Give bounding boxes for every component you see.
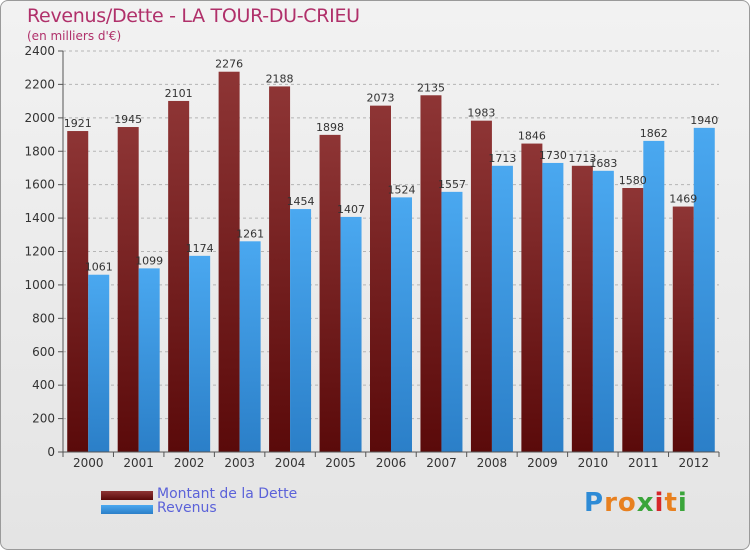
y-tick-label: 1600 [24,178,55,192]
dette-bar [319,134,341,452]
revenus-value-label: 1174 [186,242,214,255]
y-tick-label: 0 [47,445,55,459]
y-tick-label: 1200 [24,245,55,259]
dette-value-label: 2101 [165,87,193,100]
revenus-bar [643,140,665,452]
x-tick-label: 2007 [426,456,457,470]
logo-letter: P [584,488,605,518]
y-tick-label: 1400 [24,211,55,225]
x-tick-label: 2010 [578,456,609,470]
dette-value-label: 1469 [669,193,697,206]
dette-bar [521,143,543,453]
x-tick-label: 2011 [628,456,659,470]
revenus-bar [88,274,110,452]
dette-bar [571,165,593,452]
y-tick-label: 200 [32,412,55,426]
dette-bar [370,105,391,452]
revenus-value-label: 1940 [690,114,718,127]
logo-letter: o [617,488,637,518]
x-tick-label: 2004 [275,456,306,470]
x-tick-label: 2005 [325,456,356,470]
dette-bar [168,100,190,452]
y-tick-label: 600 [32,345,55,359]
x-tick-label: 2009 [527,456,558,470]
dette-bar [67,131,89,453]
chart-title: Revenus/Dette - LA TOUR-DU-CRIEU [27,5,360,27]
logo-letter: r [604,488,618,518]
dette-bar [470,120,492,452]
revenus-bar [290,209,312,452]
revenus-bar [138,268,160,452]
dette-value-label: 2073 [367,92,395,105]
revenus-value-label: 1524 [388,183,416,196]
revenus-bar [189,255,211,452]
x-tick-label: 2006 [376,456,407,470]
dette-bar [672,206,694,452]
x-tick-label: 2000 [73,456,104,470]
dette-value-label: 1713 [568,152,596,165]
legend-label-dette: Montant de la Dette [157,486,298,502]
y-tick-label: 400 [32,378,55,392]
y-tick-label: 2400 [24,44,55,58]
revenus-bar [391,197,412,452]
legend-swatch-revenus [101,505,153,514]
revenus-bar [542,162,564,452]
x-tick-label: 2003 [224,456,255,470]
chart-subtitle: (en milliers d'€) [27,29,122,43]
dette-value-label: 2276 [215,58,243,71]
dette-value-label: 1921 [64,117,92,130]
y-tick-label: 800 [32,311,55,325]
revenus-value-label: 1730 [539,149,567,162]
y-tick-label: 1800 [24,144,55,158]
dette-value-label: 2188 [266,72,294,85]
logo-letter: i [677,488,688,518]
legend-swatch-dette [101,491,153,500]
dette-value-label: 1846 [518,130,546,143]
logo-letter: i [654,488,665,518]
revenus-value-label: 1407 [337,203,365,216]
y-tick-label: 1000 [24,278,55,292]
dette-bar [269,86,291,453]
revenus-value-label: 1261 [236,227,264,240]
dette-bar [218,71,240,453]
x-tick-label: 2002 [174,456,205,470]
y-tick-label: 2000 [24,111,55,125]
logo-letter: x [636,488,655,518]
dette-bar [117,127,139,452]
dette-bar [420,95,442,452]
logo-letter: t [664,488,678,518]
dette-bar [622,188,644,452]
revenus-bar [340,216,362,452]
dette-value-label: 1898 [316,121,344,134]
revenus-bar [693,127,715,452]
revenus-value-label: 1557 [438,178,466,191]
x-tick-label: 2012 [678,456,709,470]
x-tick-label: 2001 [123,456,154,470]
revenus-value-label: 1454 [287,195,315,208]
dette-value-label: 1983 [467,107,495,120]
revenus-bar [491,165,513,452]
dette-value-label: 2135 [417,81,445,94]
revenus-bar [592,170,614,452]
proxiti-logo: Proxiti [584,488,688,518]
revenus-value-label: 1099 [135,254,163,267]
revenus-value-label: 1713 [488,152,516,165]
legend-label-revenus: Revenus [157,500,217,516]
revenus-value-label: 1683 [589,157,617,170]
dette-value-label: 1945 [114,113,142,126]
revenus-value-label: 1061 [85,261,113,274]
revenus-bar [441,191,463,452]
x-tick-label: 2008 [477,456,508,470]
y-tick-label: 2200 [24,77,55,91]
dette-value-label: 1580 [619,174,647,187]
revenus-value-label: 1862 [640,127,668,140]
revenus-bar [239,241,261,452]
